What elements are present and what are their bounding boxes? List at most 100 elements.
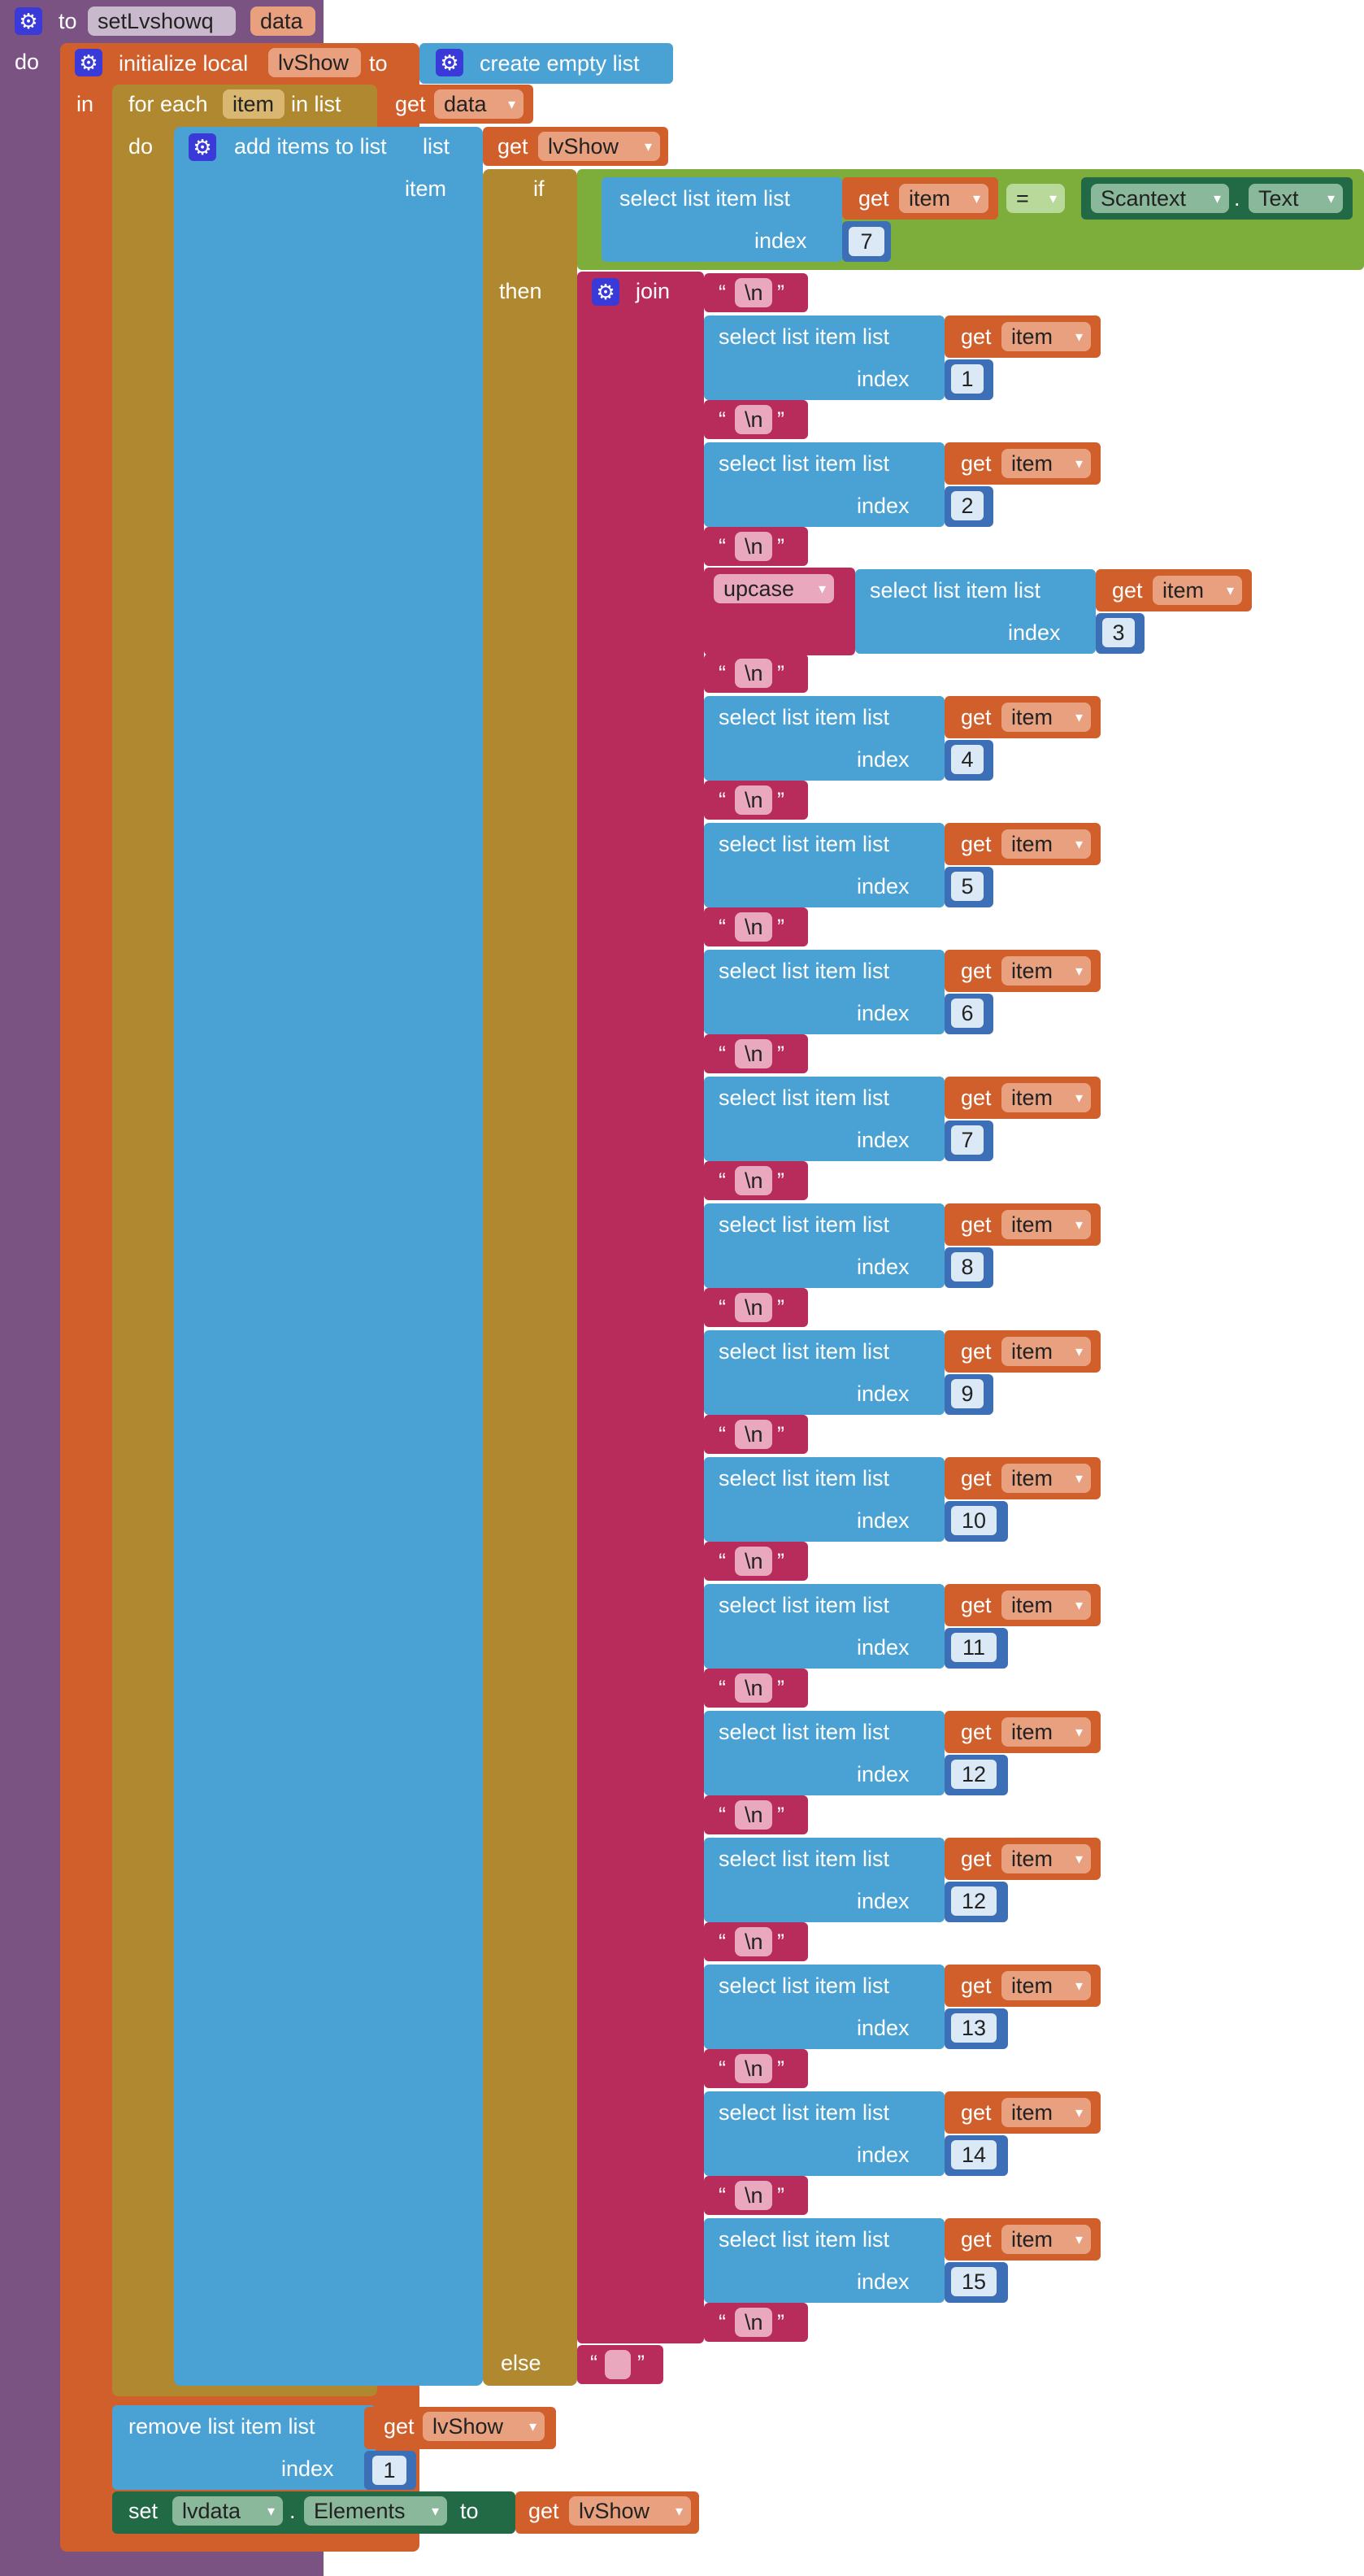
quote-close: ” [637,2351,645,2375]
select-label: select list item list [719,959,890,983]
get-item-var[interactable]: item [1001,1464,1091,1493]
select-list-item-block[interactable] [704,1457,945,1542]
index-number-value[interactable]: 9 [951,1379,984,1408]
condition-index-value[interactable]: 7 [849,227,884,256]
newline-text-field[interactable]: \n [735,1293,772,1322]
newline-text-field[interactable]: \n [735,532,772,561]
select-list-item-block[interactable] [704,2218,945,2303]
select-list-item-block[interactable] [704,1584,945,1669]
get-item-var[interactable]: item [1001,1210,1091,1239]
for-each-var[interactable]: item [223,89,285,119]
remove-var[interactable]: lvShow [423,2412,545,2441]
select-list-item-block[interactable] [704,1711,945,1795]
newline-text-field[interactable]: \n [735,1800,772,1830]
newline-text-field[interactable]: \n [735,2054,772,2083]
get-item-var[interactable]: item [1001,449,1091,478]
index-number-value[interactable]: 4 [951,745,984,774]
elements-property[interactable]: Elements [304,2496,447,2526]
select-list-item-block[interactable] [704,442,945,527]
select-list-item-block[interactable] [704,1203,945,1288]
newline-text-field[interactable]: \n [735,1927,772,1956]
index-number-value[interactable]: 6 [951,999,984,1028]
index-number-value[interactable]: 3 [1102,618,1135,647]
select-list-item-block[interactable] [704,823,945,907]
equals-operator[interactable]: = [1006,184,1065,213]
add-items-block[interactable] [174,127,483,2386]
get-label: get [395,92,426,116]
gear-icon[interactable]: ⚙ [436,49,463,76]
newline-text-field[interactable]: \n [735,1673,772,1703]
condition-item-var[interactable]: item [899,184,988,213]
select-list-item-block[interactable] [704,1965,945,2049]
index-number-value[interactable]: 7 [951,1125,984,1155]
index-number-value[interactable]: 1 [951,364,984,394]
lvdata-component[interactable]: lvdata [172,2496,283,2526]
select-list-item-block[interactable] [704,2091,945,2176]
gear-icon[interactable]: ⚙ [75,49,102,76]
procedure-name-field[interactable]: setLvshowq [88,7,236,36]
get-item-var[interactable]: item [1001,2098,1091,2127]
newline-text-field[interactable]: \n [735,2181,772,2210]
set-get-var[interactable]: lvShow [569,2496,691,2526]
get-lvshow-var[interactable]: lvShow [538,132,660,161]
select-list-item-block[interactable] [704,315,945,400]
get-item-var[interactable]: item [1001,829,1091,859]
select-list-item-block[interactable] [704,1330,945,1415]
newline-text-field[interactable]: \n [735,912,772,942]
select-list-item-block[interactable] [704,696,945,781]
select-list-item-block[interactable] [855,569,1096,654]
select-list-item-block[interactable] [704,950,945,1034]
index-number-value[interactable]: 14 [951,2140,997,2169]
get-item-var[interactable]: item [1001,956,1091,986]
condition-select-block[interactable] [602,177,842,262]
index-number-value[interactable]: 12 [951,1760,997,1789]
join-block[interactable] [577,272,704,2343]
newline-text-field[interactable]: \n [735,1420,772,1449]
newline-text-field[interactable]: \n [735,659,772,688]
quote-open: “ [719,788,726,812]
index-number-value[interactable]: 13 [951,2013,997,2043]
newline-text-field[interactable]: \n [735,1166,772,1195]
get-item-var[interactable]: item [1001,1717,1091,1747]
index-number-value[interactable]: 5 [951,872,984,901]
quote-close: ” [777,1549,784,1573]
index-number-value[interactable]: 2 [951,491,984,520]
index-number-value[interactable]: 8 [951,1252,984,1281]
get-item-var[interactable]: item [1001,1083,1091,1112]
get-item-var[interactable]: item [1001,1844,1091,1873]
index-number-value[interactable]: 15 [951,2267,997,2296]
if-block[interactable] [483,169,577,2386]
gear-icon[interactable]: ⚙ [189,133,216,161]
remove-list-item-block[interactable] [112,2405,376,2490]
select-label: select list item list [719,1593,890,1617]
newline-text-field[interactable]: \n [735,2308,772,2337]
index-number-value[interactable]: 12 [951,1886,997,1916]
index-number-value[interactable]: 10 [951,1506,997,1535]
newline-text-field[interactable]: \n [735,785,772,815]
index-number-value[interactable]: 11 [951,1633,997,1662]
newline-text-field[interactable]: \n [735,1547,772,1576]
newline-text-field[interactable]: \n [735,278,772,307]
text-property[interactable]: Text [1249,184,1343,213]
select-list-item-block[interactable] [704,1838,945,1922]
upcase-dropdown[interactable]: upcase [714,574,834,603]
select-list-item-block[interactable] [704,1077,945,1161]
get-data-var[interactable]: data [434,89,523,119]
get-item-var[interactable]: item [1001,322,1091,351]
get-item-var[interactable]: item [1001,1590,1091,1620]
index-label: index [857,874,910,899]
get-item-var[interactable]: item [1001,2225,1091,2254]
else-text-field[interactable] [605,2350,631,2379]
gear-icon[interactable]: ⚙ [15,7,42,35]
get-item-var[interactable]: item [1001,1337,1091,1366]
local-var-name[interactable]: lvShow [268,48,361,77]
remove-index-value[interactable]: 1 [372,2456,406,2485]
newline-text-field[interactable]: \n [735,405,772,434]
get-item-var[interactable]: item [1001,1971,1091,2000]
get-item-var[interactable]: item [1153,576,1242,605]
param-data[interactable]: data [250,7,315,36]
scantext-component[interactable]: Scantext [1091,184,1229,213]
get-item-var[interactable]: item [1001,703,1091,732]
newline-text-field[interactable]: \n [735,1039,772,1068]
gear-icon[interactable]: ⚙ [592,278,619,306]
